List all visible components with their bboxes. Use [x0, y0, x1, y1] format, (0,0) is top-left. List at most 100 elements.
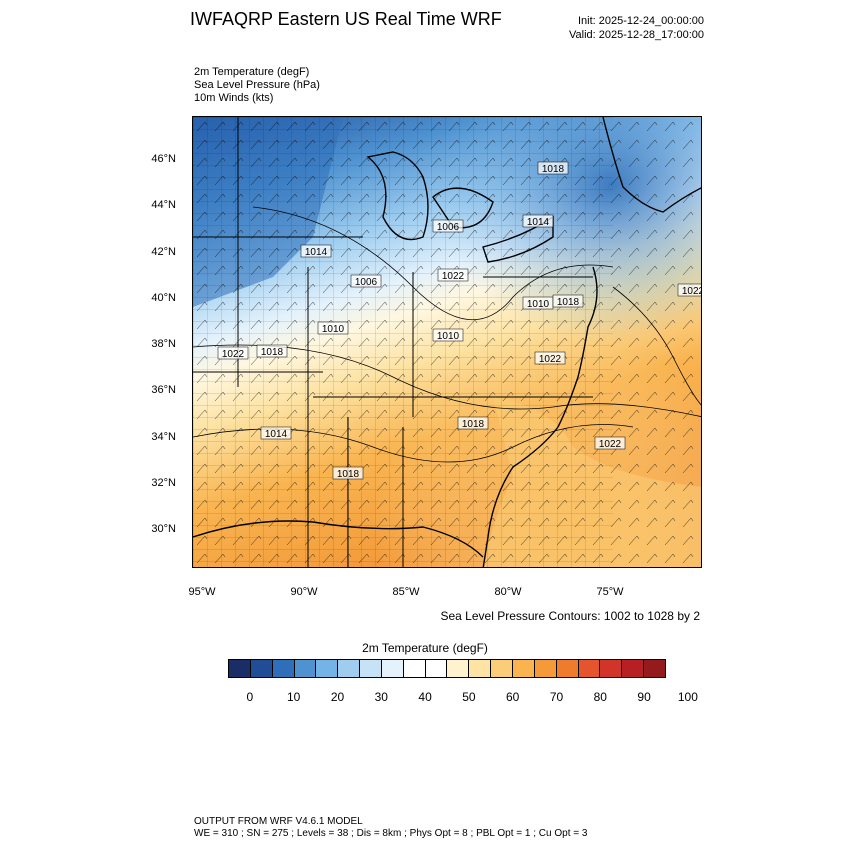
pressure-label-box — [256, 344, 288, 358]
colorbar — [228, 659, 666, 678]
colorbar-swatch — [250, 660, 273, 677]
pressure-label-box — [432, 219, 464, 233]
colorbar-swatch — [447, 660, 470, 677]
contour-note: Sea Level Pressure Contours: 1002 to 102… — [440, 609, 701, 623]
lat-label: 44°N — [151, 199, 176, 211]
pressure-label: 1010 — [322, 324, 345, 335]
model-config: WE = 310 ; SN = 275 ; Levels = 38 ; Dis … — [194, 828, 588, 839]
colorbar-swatch — [556, 660, 579, 677]
pressure-label: 1010 — [527, 299, 550, 310]
lon-label: 85°W — [392, 586, 420, 598]
init-time: Init: 2025-12-24_00:00:00 — [578, 15, 704, 27]
colorbar-tick-label: 40 — [418, 690, 432, 704]
pressure-label: 1014 — [265, 429, 288, 440]
colorbar-tick-label: 0 — [246, 690, 254, 704]
colorbar-swatch — [338, 660, 361, 677]
colorbar-swatch — [644, 660, 665, 677]
pressure-label-box — [300, 244, 332, 258]
pressure-label-box — [522, 214, 554, 228]
field-pressure: Sea Level Pressure (hPa) — [194, 79, 320, 91]
colorbar-tick-label: 100 — [677, 690, 698, 704]
colorbar-tick-label: 50 — [462, 690, 476, 704]
init-valid-times: Init: 2025-12-24_00:00:00 Valid: 2025-12… — [569, 14, 704, 42]
lon-label: 95°W — [188, 586, 216, 598]
pressure-label-box — [457, 416, 489, 430]
colorbar-swatch — [316, 660, 339, 677]
pressure-label-box — [317, 321, 349, 335]
pressure-label-box — [534, 351, 566, 365]
pressure-label: 1006 — [355, 277, 378, 288]
lat-label: 32°N — [151, 477, 176, 489]
pressure-label-box — [260, 426, 292, 440]
valid-time: Valid: 2025-12-28_17:00:00 — [569, 29, 704, 41]
lat-label: 42°N — [151, 246, 176, 258]
colorbar-swatch — [229, 660, 251, 677]
colorbar-swatch — [272, 660, 295, 677]
pressure-label: 1022 — [222, 349, 245, 360]
colorbar-swatch — [403, 660, 426, 677]
lon-label: 80°W — [494, 586, 522, 598]
colorbar-swatch — [512, 660, 535, 677]
colorbar-swatch — [294, 660, 317, 677]
colorbar-swatch — [578, 660, 601, 677]
pressure-label: 1010 — [437, 331, 460, 342]
field-winds: 10m Winds (kts) — [194, 92, 274, 104]
colorbar-swatch — [600, 660, 623, 677]
model-footer: OUTPUT FROM WRF V4.6.1 MODEL WE = 310 ; … — [194, 816, 587, 840]
pressure-labels: 1018 1014 1006 1014 1006 1022 1010 1010 1022 1018… — [217, 161, 702, 480]
field-temperature: 2m Temperature (degF) — [194, 66, 310, 78]
colorbar-swatch — [381, 660, 404, 677]
state-borders — [193, 117, 593, 567]
pressure-label-box — [432, 328, 464, 342]
colorbar-swatch — [360, 660, 382, 677]
wind-barbs — [193, 117, 701, 567]
pressure-label: 1014 — [527, 217, 550, 228]
pressure-label: 1006 — [437, 222, 460, 233]
lat-label: 40°N — [151, 292, 176, 304]
colorbar-title: 2m Temperature (degF) — [362, 641, 488, 655]
lat-label: 38°N — [151, 338, 176, 350]
colorbar-tick-label: 70 — [549, 690, 564, 704]
plot-title: IWFAQRP Eastern US Real Time WRF — [190, 9, 502, 29]
pressure-label: 1022 — [442, 271, 465, 282]
model-version: OUTPUT FROM WRF V4.6.1 MODEL — [194, 816, 363, 827]
pressure-label-box — [350, 274, 382, 288]
colorbar-swatch — [491, 660, 513, 677]
map-svg: 1018 1014 1006 1014 1006 1022 1010 1010 1022 1018… — [193, 117, 702, 567]
pressure-label-box — [552, 294, 584, 308]
coastlines — [193, 117, 701, 567]
pressure-label-box — [332, 466, 364, 480]
pressure-label: 1018 — [337, 469, 360, 480]
lat-label: 30°N — [151, 523, 176, 535]
colorbar-tick-label: 10 — [287, 690, 301, 704]
colorbar-tick-label: 30 — [374, 690, 388, 704]
lon-label: 75°W — [596, 586, 624, 598]
lon-label: 90°W — [290, 586, 318, 598]
pressure-label-box — [594, 436, 626, 450]
pressure-label: 1018 — [542, 164, 565, 175]
colorbar-tick-label: 80 — [593, 690, 607, 704]
pressure-label: 1014 — [305, 247, 328, 258]
colorbar-swatch — [534, 660, 557, 677]
colorbar-swatch — [622, 660, 645, 677]
pressure-label-box — [437, 268, 469, 282]
pressure-label: 1022 — [599, 439, 622, 450]
pressure-label: 1022 — [682, 286, 702, 297]
colorbar-tick-label: 20 — [330, 690, 345, 704]
lat-label: 34°N — [151, 431, 176, 443]
pressure-label-box — [677, 283, 701, 297]
pressure-label: 1018 — [557, 297, 580, 308]
field-list: 2m Temperature (degF) Sea Level Pressure… — [194, 66, 320, 105]
pressure-label: 1022 — [539, 354, 562, 365]
pressure-label-box — [217, 346, 249, 360]
pressure-label-box — [537, 161, 569, 175]
lat-label: 36°N — [151, 384, 176, 396]
pressure-label: 1018 — [462, 419, 485, 430]
lat-label: 46°N — [151, 153, 176, 165]
colorbar-tick-label: 90 — [637, 690, 651, 704]
pressure-label: 1018 — [261, 347, 284, 358]
colorbar-swatch — [469, 660, 492, 677]
colorbar-tick-label: 60 — [506, 690, 520, 704]
colorbar-swatch — [425, 660, 448, 677]
weather-map: 1018 1014 1006 1014 1006 1022 1010 1010 1022 1018… — [192, 116, 702, 568]
